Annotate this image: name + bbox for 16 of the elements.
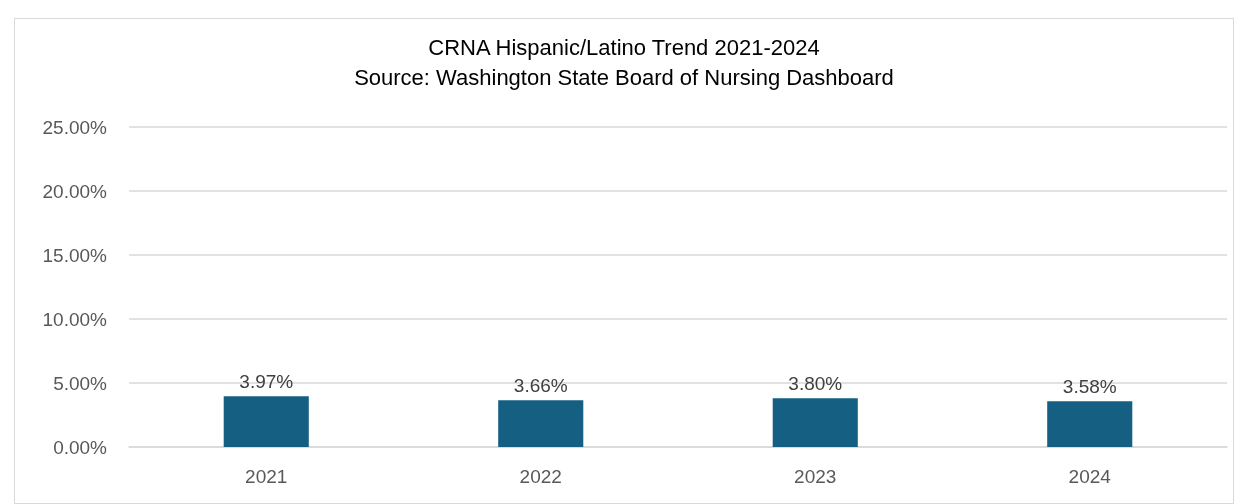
y-tick-label: 15.00% <box>42 244 108 266</box>
y-tick-label: 5.00% <box>53 372 108 394</box>
y-tick-label: 10.00% <box>42 308 108 330</box>
chart-title: CRNA Hispanic/Latino Trend 2021-2024 <box>428 34 820 60</box>
data-label: 3.97% <box>239 371 294 393</box>
data-label: 3.80% <box>788 373 843 395</box>
y-tick-label: 25.00% <box>42 116 108 138</box>
x-tick-label: 2023 <box>794 466 837 487</box>
x-tick-label: 2022 <box>519 466 562 487</box>
y-tick-label: 0.00% <box>53 436 108 458</box>
data-label: 3.66% <box>513 375 568 397</box>
x-tick-label: 2021 <box>245 466 288 487</box>
x-tick-label: 2024 <box>1068 466 1112 487</box>
data-label: 3.58% <box>1062 376 1117 398</box>
chart-subtitle: Source: Washington State Board of Nursing Dashboard <box>354 64 894 90</box>
y-tick-label: 20.00% <box>42 180 108 202</box>
